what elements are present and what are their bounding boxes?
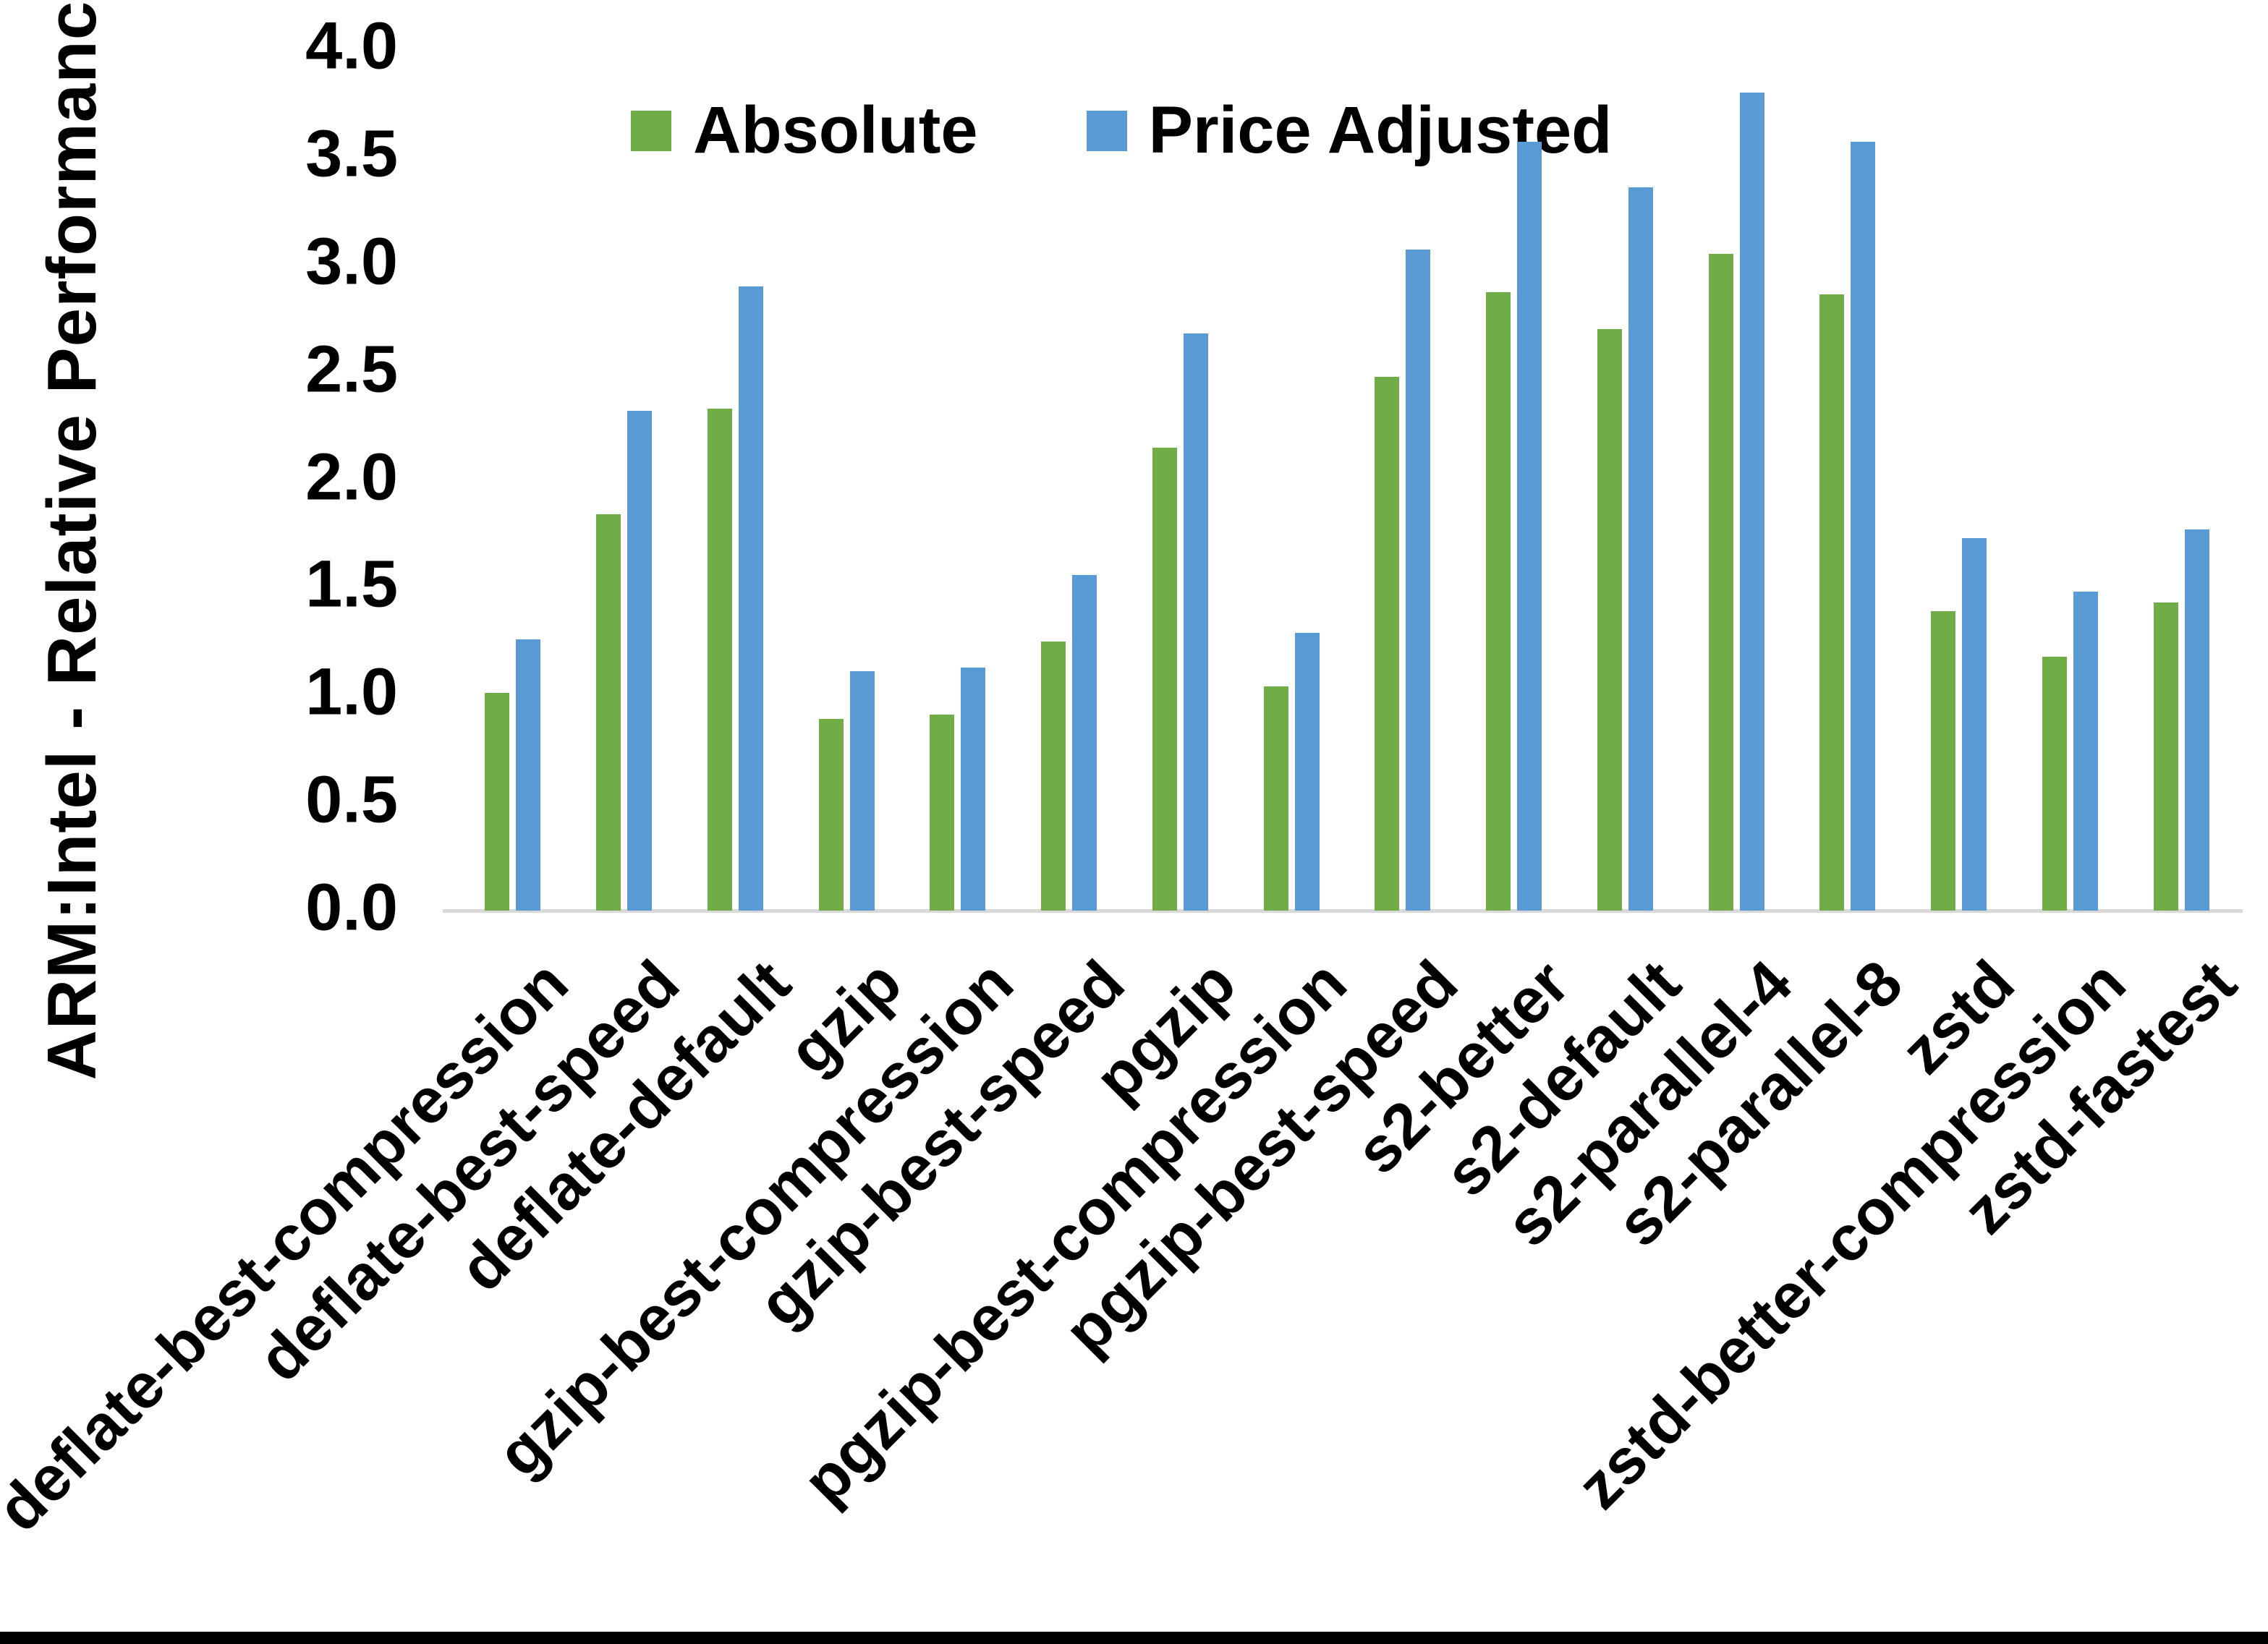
legend-label-price-adjusted: Price Adjusted <box>1148 93 1613 167</box>
bar-absolute-s2-default <box>1597 329 1622 911</box>
bar-price-adjusted-s2-parallel-4 <box>1740 93 1764 911</box>
bottom-border-bar <box>0 1632 2268 1644</box>
bar-absolute-deflate-best-speed <box>596 514 621 911</box>
bar-absolute-gzip-best-speed <box>1041 642 1066 911</box>
y-tick-label-2.0: 2.0 <box>305 439 398 514</box>
bar-absolute-pgzip-best-speed <box>1375 377 1399 911</box>
y-tick-label-0.0: 0.0 <box>305 870 398 945</box>
bar-absolute-zstd-better-compression <box>2042 657 2067 911</box>
bar-absolute-deflate-best-compression <box>485 693 509 911</box>
y-tick-label-1.0: 1.0 <box>305 655 398 729</box>
legend-swatch-price-adjusted-icon <box>1086 110 1127 151</box>
bar-price-adjusted-pgzip-best-compression <box>1295 633 1320 911</box>
bar-absolute-deflate-default <box>708 409 732 911</box>
y-tick-label-1.5: 1.5 <box>305 547 398 621</box>
bar-absolute-s2-better <box>1486 292 1511 911</box>
bar-price-adjusted-gzip-best-speed <box>1072 575 1097 911</box>
bar-price-adjusted-zstd <box>1962 538 1987 911</box>
y-axis-title: ARM:Intel - Relative Performance <box>33 0 111 1081</box>
x-axis-line <box>443 909 2243 913</box>
y-tick-label-2.5: 2.5 <box>305 331 398 406</box>
legend-swatch-absolute-icon <box>631 110 671 151</box>
bar-price-adjusted-s2-better <box>1517 142 1542 911</box>
bar-price-adjusted-deflate-best-speed <box>627 411 652 911</box>
bar-price-adjusted-gzip-best-compression <box>961 668 985 911</box>
legend-label-absolute: Absolute <box>693 93 978 167</box>
bar-absolute-zstd-fastest <box>2154 602 2178 911</box>
bar-price-adjusted-zstd-better-compression <box>2073 592 2098 911</box>
bar-price-adjusted-deflate-best-compression <box>516 639 540 911</box>
bar-price-adjusted-s2-default <box>1628 187 1653 911</box>
legend-item-absolute: Absolute <box>631 93 978 169</box>
bar-absolute-s2-parallel-8 <box>1819 294 1844 911</box>
bar-price-adjusted-s2-parallel-8 <box>1851 142 1875 911</box>
bar-absolute-pgzip <box>1152 448 1177 911</box>
bar-price-adjusted-gzip <box>850 671 875 911</box>
y-tick-label-4.0: 4.0 <box>305 9 398 83</box>
y-tick-label-3.5: 3.5 <box>305 116 398 191</box>
bar-price-adjusted-pgzip <box>1184 333 1208 911</box>
legend: Absolute Price Adjusted <box>631 93 1612 169</box>
bar-absolute-s2-parallel-4 <box>1709 254 1733 911</box>
bar-price-adjusted-deflate-default <box>739 286 763 911</box>
bar-absolute-gzip <box>819 719 844 911</box>
y-tick-label-3.0: 3.0 <box>305 224 398 299</box>
bar-absolute-zstd <box>1931 611 1955 911</box>
bar-price-adjusted-pgzip-best-speed <box>1406 250 1430 911</box>
bar-absolute-gzip-best-compression <box>930 715 954 911</box>
bar-price-adjusted-zstd-fastest <box>2185 529 2209 911</box>
bar-absolute-pgzip-best-compression <box>1264 686 1288 911</box>
y-tick-label-0.5: 0.5 <box>305 762 398 837</box>
